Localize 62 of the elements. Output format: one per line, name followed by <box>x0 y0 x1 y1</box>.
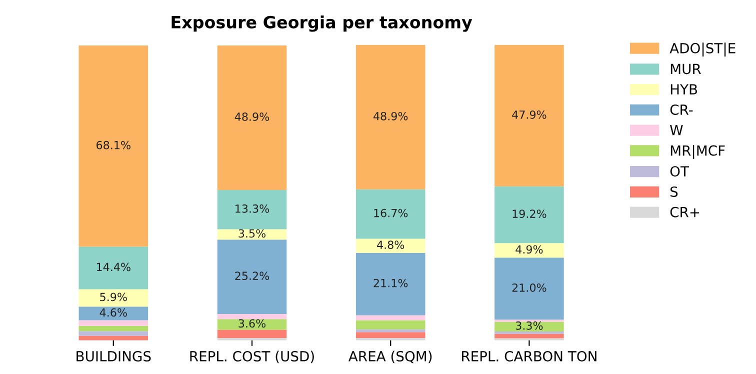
data-label: 47.9% <box>512 110 546 119</box>
bar <box>217 314 287 320</box>
bar <box>217 330 287 338</box>
data-label: 14.4% <box>96 262 130 272</box>
bar <box>494 331 564 334</box>
bar <box>217 229 287 240</box>
legend-label: S <box>670 186 678 197</box>
x-tick-label: BUILDINGS <box>76 351 151 362</box>
bar <box>356 315 426 320</box>
bar <box>78 246 148 290</box>
bar <box>494 322 564 332</box>
legend-label: OT <box>670 166 690 177</box>
chart-title: Exposure Georgia per taxonomy <box>172 16 472 32</box>
data-label: 16.7% <box>374 208 408 218</box>
bar <box>217 240 287 314</box>
bar <box>78 336 148 340</box>
data-label: 3.6% <box>238 319 266 328</box>
data-label: 19.2% <box>512 210 546 218</box>
x-tick-label: AREA (SQM) <box>348 350 432 364</box>
bar <box>217 190 287 230</box>
data-label: 25.2% <box>235 272 270 280</box>
bar <box>78 326 148 332</box>
data-label: 4.6% <box>100 308 127 317</box>
bar <box>356 252 426 316</box>
data-label: 4.9% <box>516 245 543 254</box>
data-label: 3.3% <box>516 321 543 330</box>
bar <box>78 320 148 326</box>
legend-label: CR- <box>670 104 693 115</box>
bar <box>356 329 426 332</box>
data-label: 68.1% <box>96 140 130 150</box>
bar <box>494 186 564 244</box>
data-label: 48.9% <box>234 112 270 121</box>
bar <box>356 189 426 239</box>
data-label: 21.0% <box>512 283 546 292</box>
bar <box>78 331 148 336</box>
legend-label: HYB <box>670 84 698 94</box>
bar <box>356 332 426 338</box>
legend-label: MR|MCF <box>670 144 725 159</box>
bar <box>494 258 564 320</box>
x-tick-label: REPL. CARBON TON <box>462 351 596 362</box>
bar <box>494 334 564 338</box>
data-label: 21.1% <box>374 278 408 288</box>
bar <box>494 44 564 186</box>
bar <box>217 319 287 330</box>
bar <box>356 238 426 253</box>
bar <box>494 243 564 258</box>
bar <box>78 45 148 247</box>
data-label: 5.9% <box>100 292 127 302</box>
legend-label: CR+ <box>670 206 700 218</box>
x-tick-label: REPL. COST (USD) <box>190 350 314 364</box>
legend-label: W <box>670 125 683 136</box>
data-label: 4.8% <box>377 240 404 250</box>
data-label: 48.9% <box>373 112 408 120</box>
legend-label: MUR <box>670 64 701 74</box>
bar <box>217 45 287 190</box>
bar <box>78 289 148 307</box>
data-label: 3.5% <box>238 229 266 238</box>
legend-label: ADO|ST|E <box>670 42 736 56</box>
bar <box>78 306 148 320</box>
bar <box>356 44 426 190</box>
data-label: 13.3% <box>236 204 270 213</box>
bar <box>356 320 426 330</box>
